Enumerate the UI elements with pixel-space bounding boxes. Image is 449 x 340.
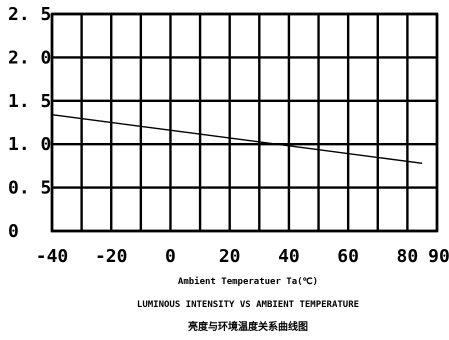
chart-title: LUMINOUS INTENSITY VS AMBIENT TEMPERATUR… xyxy=(137,300,359,310)
plot-frame xyxy=(50,12,439,233)
x-axis-title: Ambient Temperatuer Ta(℃) xyxy=(178,276,318,287)
x-tick-label: 80 xyxy=(397,246,419,267)
y-tick-labels: 0 0. 5 1. 0 1. 5 2. 0 2. 5 xyxy=(8,4,51,242)
series-group xyxy=(51,113,423,164)
chart-subtitle-chinese: 亮度与环境温度关系曲线图 xyxy=(188,320,308,333)
y-tick-label: 0 xyxy=(8,221,19,242)
y-tick-label: 1. 0 xyxy=(8,134,51,155)
y-tick-label: 1. 5 xyxy=(8,91,51,112)
x-tick-label: 90 xyxy=(428,246,449,267)
y-tick-label: 2. 5 xyxy=(8,4,51,25)
x-tick-label: 60 xyxy=(337,246,359,267)
y-tick-label: 0. 5 xyxy=(8,178,51,199)
y-tick-label: 2. 0 xyxy=(8,47,51,68)
x-tick-label: -20 xyxy=(95,246,128,267)
x-tick-label: 20 xyxy=(219,246,241,267)
x-tick-label: -40 xyxy=(36,246,69,267)
grid xyxy=(50,12,439,233)
series-line xyxy=(51,113,423,164)
x-tick-label: 0 xyxy=(165,246,176,267)
x-tick-labels: -40 -20 0 20 40 60 80 90 xyxy=(36,246,449,267)
x-tick-label: 40 xyxy=(278,246,300,267)
